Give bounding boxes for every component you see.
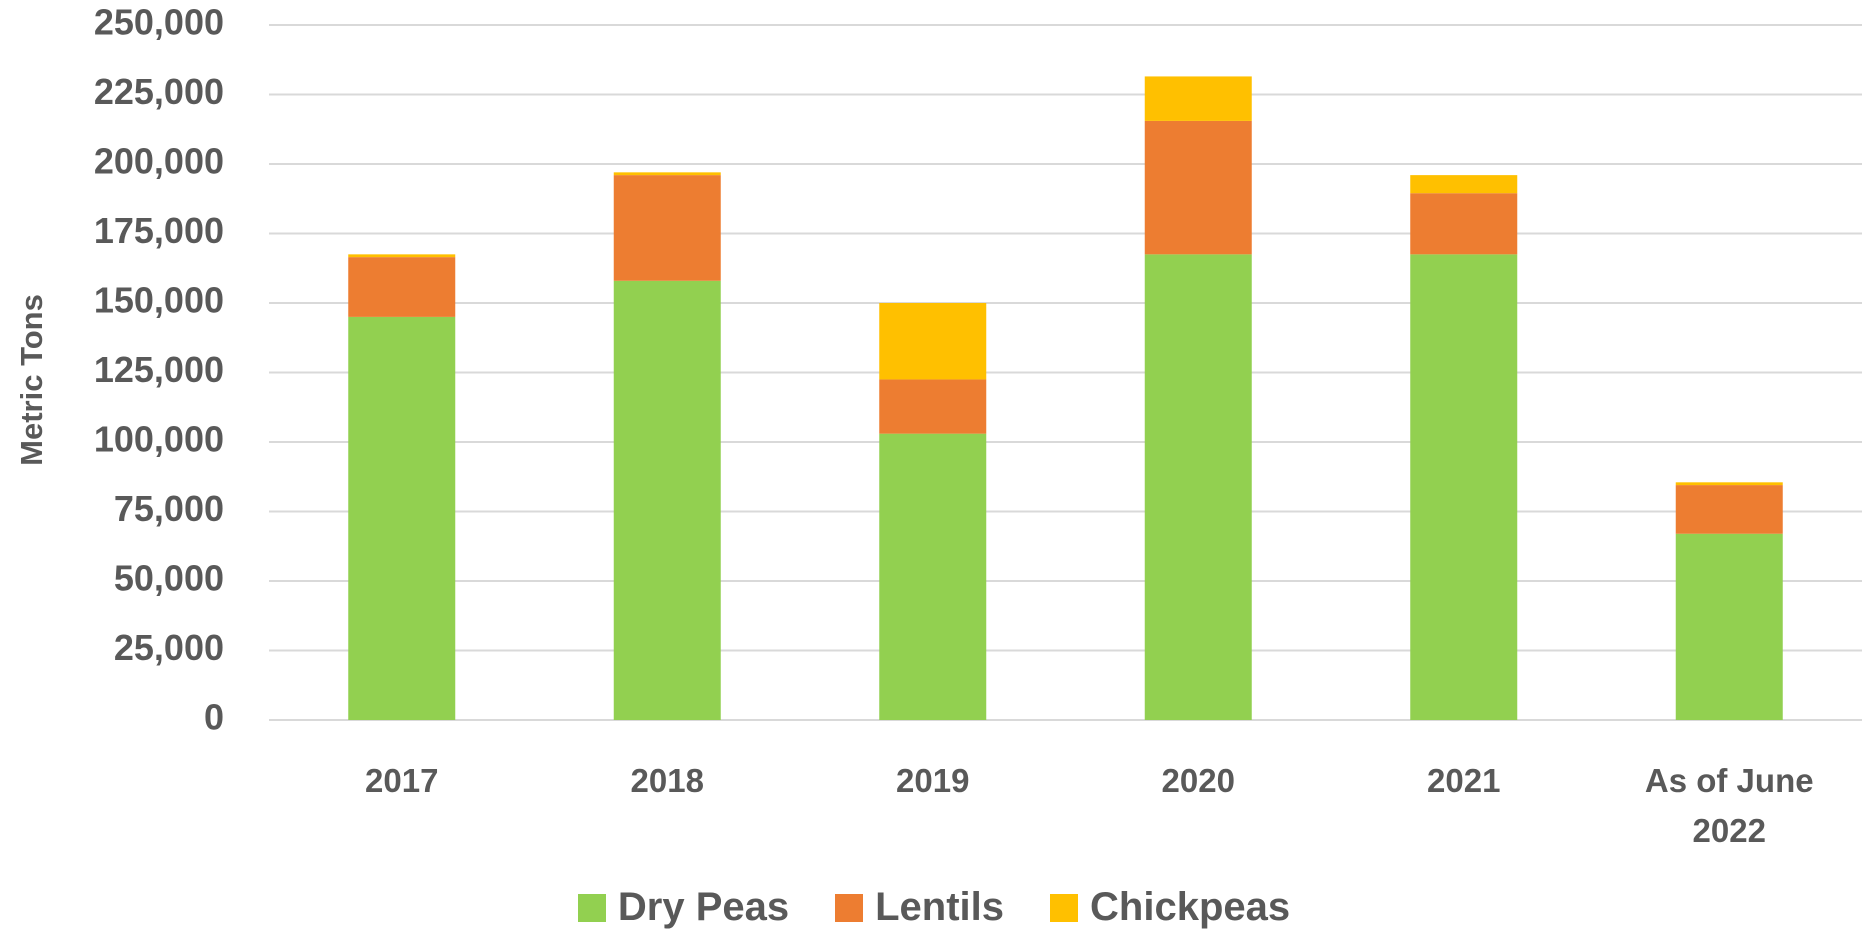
bar-segment <box>348 316 456 720</box>
x-tick-label: 2021 <box>1427 762 1501 799</box>
bar-segment <box>1675 482 1783 486</box>
x-tick-label: As of June 2022 <box>1644 762 1814 849</box>
y-tick-label: 125,000 <box>94 349 224 390</box>
y-tick-label: 75,000 <box>114 488 224 529</box>
bar-segment <box>348 254 456 258</box>
bar-segment <box>1410 193 1518 255</box>
legend-swatch <box>835 893 864 922</box>
x-tick-label: 2018 <box>630 762 704 799</box>
legend-label: Chickpeas <box>1090 885 1291 929</box>
y-tick-label: 250,000 <box>94 2 224 43</box>
bar-segment <box>879 433 987 720</box>
x-tick-label: 2017 <box>365 762 439 799</box>
legend: Dry Peas Lentils Chickpeas <box>0 885 1868 930</box>
y-axis-label: Metric Tons <box>14 294 49 466</box>
y-tick-label: 100,000 <box>94 419 224 460</box>
legend-swatch <box>1050 893 1079 922</box>
legend-swatch <box>577 893 606 922</box>
legend-label: Dry Peas <box>617 885 790 929</box>
y-tick-label: 200,000 <box>94 141 224 182</box>
y-tick-label: 25,000 <box>114 627 224 668</box>
bar-segment <box>1144 76 1252 121</box>
bar-segment <box>1144 254 1252 720</box>
legend-item: Chickpeas <box>1050 885 1290 930</box>
bar-segment <box>613 175 721 281</box>
y-tick-label: 150,000 <box>94 280 224 321</box>
bar-segment <box>879 379 987 434</box>
bar-segment <box>1675 533 1783 720</box>
y-tick-label: 225,000 <box>94 71 224 112</box>
y-tick-label: 0 <box>204 697 224 738</box>
bar-segment <box>879 303 987 380</box>
bar-segment <box>1675 485 1783 534</box>
legend-label: Lentils <box>875 885 1005 929</box>
y-tick-label: 50,000 <box>114 558 224 599</box>
bar-segment <box>1144 120 1252 255</box>
x-tick-label: 2020 <box>1161 762 1235 799</box>
legend-item: Dry Peas <box>577 885 790 930</box>
bar-segment <box>348 257 456 317</box>
y-tick-label: 175,000 <box>94 210 224 251</box>
bar-segment <box>613 280 721 720</box>
bar-segment <box>613 172 721 176</box>
bar-segment <box>1410 254 1518 720</box>
x-tick-label: 2019 <box>896 762 970 799</box>
bar-segment <box>1410 175 1518 194</box>
legend-item: Lentils <box>835 885 1004 930</box>
